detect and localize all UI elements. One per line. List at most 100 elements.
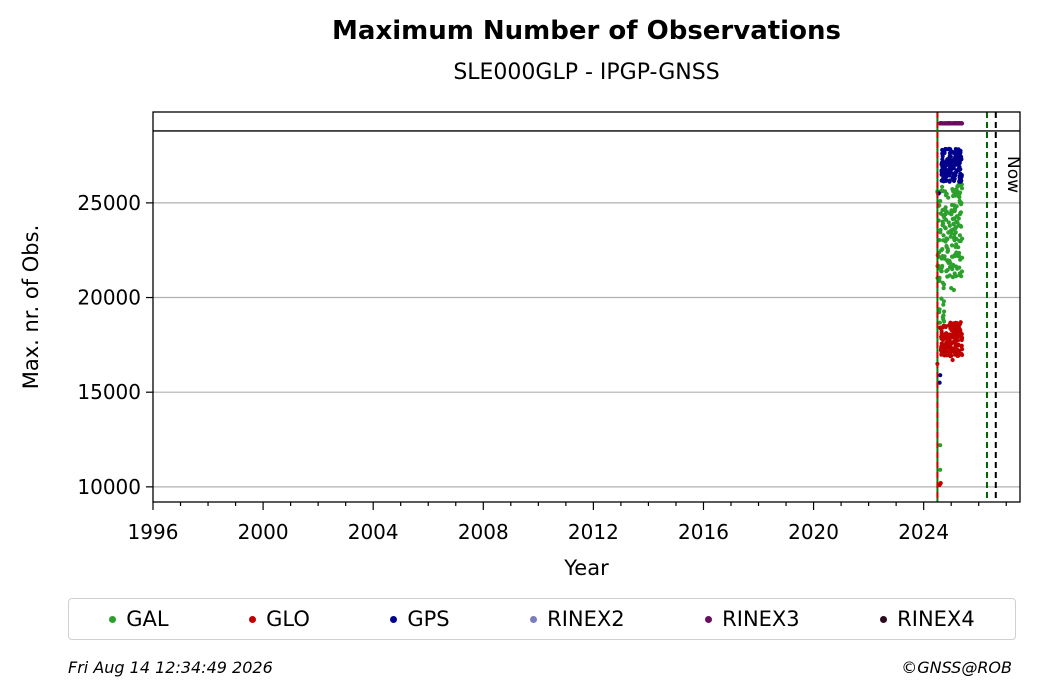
legend-item-glo: GLO (249, 607, 310, 631)
data-point-gal (943, 208, 948, 213)
y-tick-label: 10000 (77, 475, 141, 499)
data-point-glo (940, 351, 946, 356)
data-point-gps (938, 373, 943, 378)
data-point-gal (948, 234, 953, 239)
data-point-gal (940, 314, 945, 320)
data-point-rinex3 (955, 121, 961, 126)
data-point-rinex3 (959, 121, 964, 126)
data-point-gal (945, 258, 950, 263)
y-axis-label: Max. nr. of Obs. (19, 225, 43, 390)
data-point-glo (945, 344, 950, 349)
data-point-gps (947, 159, 952, 164)
data-point-gps (956, 147, 961, 152)
y-tick-label: 20000 (77, 286, 141, 310)
data-point-gal (949, 254, 955, 259)
data-point-gal (957, 265, 962, 270)
data-point-glo (956, 353, 961, 358)
data-point-gal (938, 199, 943, 204)
data-point-glo (941, 342, 946, 347)
data-point-gal (953, 230, 958, 235)
data-point-glo (960, 335, 965, 340)
data-point-gps (957, 155, 962, 160)
legend-marker (109, 615, 117, 623)
data-point-glo (953, 339, 958, 344)
data-point-gal (957, 198, 962, 203)
data-point-gal (947, 223, 952, 228)
data-point-gal (941, 302, 946, 307)
data-point-gal (952, 207, 957, 212)
data-point-gps (937, 380, 942, 385)
data-point-glo (941, 323, 946, 328)
data-point-gal (937, 307, 942, 312)
x-axis-label: Year (563, 556, 609, 580)
data-point-gal (943, 238, 949, 243)
data-point-gal (952, 191, 957, 196)
x-tick-label: 2008 (458, 520, 509, 544)
data-point-gps (958, 150, 963, 155)
data-point-gal (941, 299, 947, 304)
legend-label: GAL (126, 607, 169, 631)
data-point-gal (945, 246, 950, 251)
data-point-glo (938, 326, 943, 331)
data-point-gal (949, 202, 955, 208)
data-point-rinex3 (945, 121, 951, 126)
data-point-gal (954, 242, 959, 247)
plot-frame (152, 111, 1021, 503)
legend-label: GLO (266, 607, 310, 631)
data-point-glo (957, 331, 962, 336)
data-point-gal (942, 225, 947, 230)
data-point-gal (940, 221, 946, 226)
data-point-gal (938, 467, 943, 472)
data-point-gal (938, 443, 943, 448)
legend-marker (390, 615, 398, 623)
y-tick-label: 15000 (77, 380, 141, 404)
x-tick-label: 2016 (678, 520, 729, 544)
legend-marker (530, 615, 538, 623)
data-point-gal (955, 253, 960, 258)
data-point-gps (941, 176, 946, 181)
data-point-gal (941, 286, 946, 291)
legend-item-rinex2: RINEX2 (530, 607, 625, 631)
data-point-gal (938, 230, 943, 235)
data-point-glo (944, 336, 949, 341)
data-point-gal (939, 296, 944, 301)
data-point-gal (945, 249, 950, 254)
data-point-gps (948, 154, 953, 159)
data-point-gal (960, 236, 965, 241)
data-point-gal (941, 233, 946, 238)
data-point-gal (940, 184, 945, 189)
data-point-gps (954, 168, 959, 173)
data-point-glo (948, 320, 953, 325)
data-point-gal (950, 216, 955, 222)
x-tick-label: 2012 (568, 520, 619, 544)
legend-label: RINEX2 (547, 607, 625, 631)
data-point-glo (954, 322, 959, 327)
data-point-gps (958, 171, 963, 176)
data-point-gal (941, 282, 947, 287)
data-point-gps (946, 172, 951, 178)
data-point-glo (952, 350, 957, 355)
data-point-gal (951, 287, 957, 293)
data-point-gps (957, 175, 962, 180)
legend-label: GPS (407, 607, 450, 631)
legend: GAL GLO GPS RINEX2 RINEX3 RINEX4 (68, 598, 1016, 640)
data-point-glo (939, 336, 944, 341)
data-point-glo (947, 339, 953, 344)
data-point-glo (953, 325, 958, 330)
data-point-gal (950, 267, 955, 272)
data-point-gps (956, 158, 962, 163)
data-point-glo (950, 357, 955, 363)
data-point-gal (946, 230, 951, 235)
data-point-glo (951, 329, 956, 334)
now-label: Now (1003, 156, 1023, 193)
legend-item-rinex4: RINEX4 (880, 607, 975, 631)
data-point-gal (941, 255, 946, 260)
data-point-gps (954, 162, 959, 167)
x-tick-label: 2000 (238, 520, 289, 544)
legend-item-rinex3: RINEX3 (705, 607, 800, 631)
data-point-gal (937, 320, 943, 325)
data-point-glo (937, 482, 942, 488)
data-point-glo (947, 335, 953, 340)
data-point-gal (949, 243, 955, 248)
data-point-gal (943, 211, 948, 217)
